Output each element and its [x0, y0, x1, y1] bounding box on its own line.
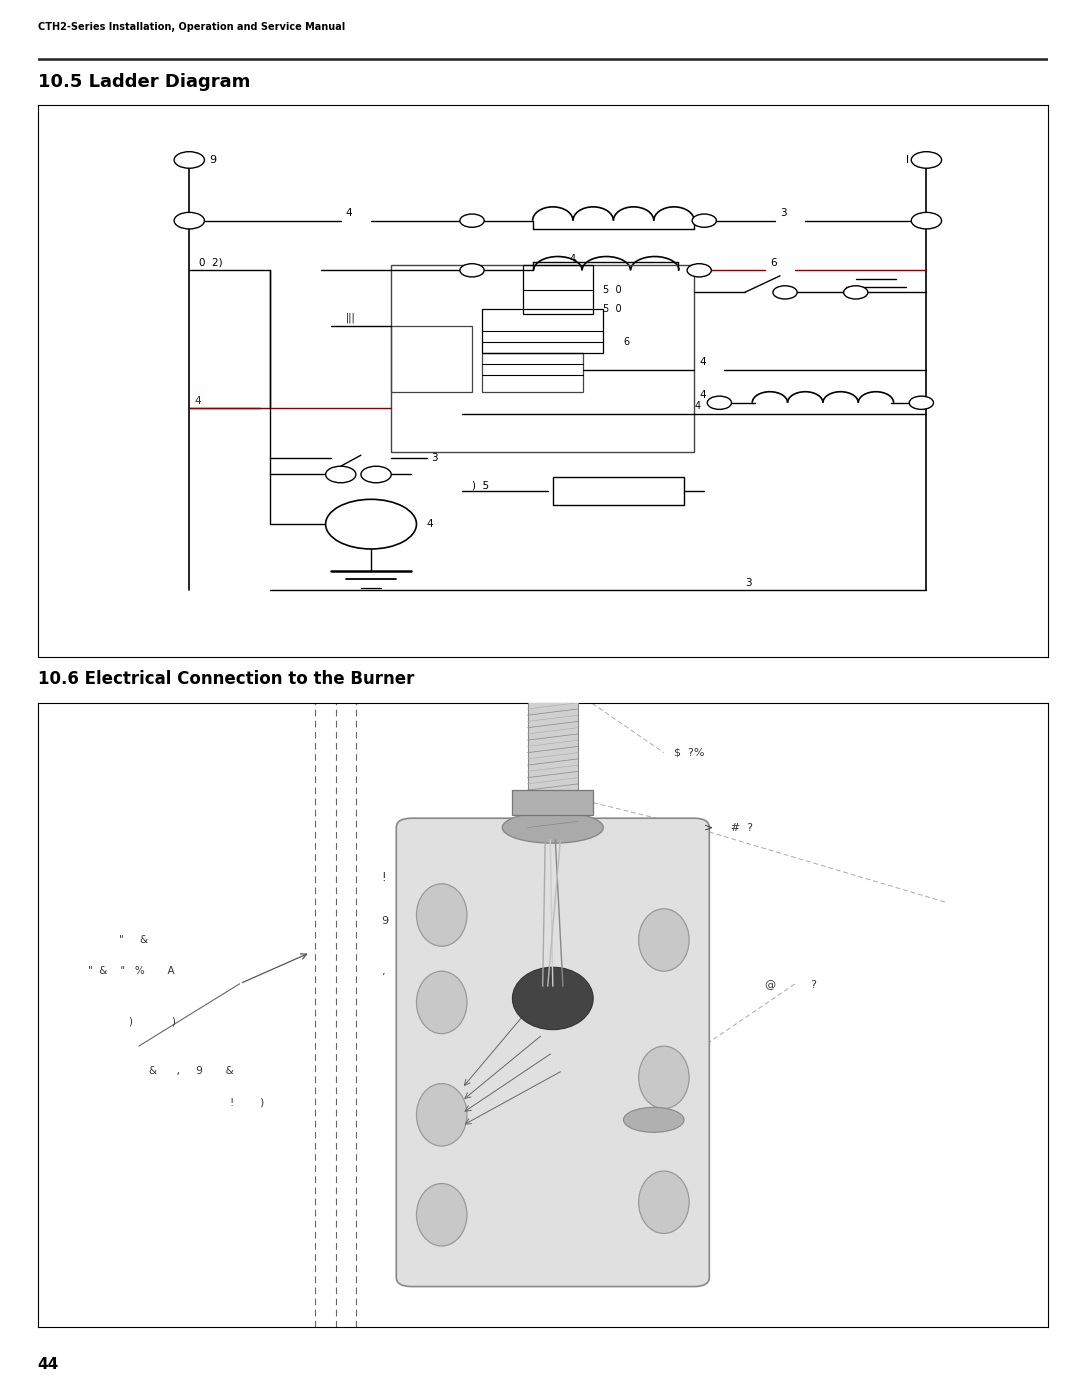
- Text: 3: 3: [432, 453, 438, 462]
- Text: 4: 4: [699, 356, 706, 367]
- Text: 4: 4: [427, 520, 433, 529]
- Text: l: l: [906, 155, 909, 165]
- Text: 0  2): 0 2): [200, 257, 222, 268]
- Circle shape: [325, 499, 417, 549]
- FancyBboxPatch shape: [396, 819, 710, 1287]
- Circle shape: [687, 264, 712, 277]
- Text: "  &    "   %       A: " & " % A: [89, 967, 175, 977]
- Text: 4: 4: [570, 254, 576, 264]
- Ellipse shape: [638, 1046, 689, 1109]
- Bar: [553, 478, 684, 504]
- Bar: [391, 265, 694, 453]
- Circle shape: [707, 397, 731, 409]
- Circle shape: [843, 286, 868, 299]
- Ellipse shape: [417, 1084, 467, 1146]
- Text: !        ): ! ): [230, 1098, 264, 1108]
- Bar: [482, 309, 604, 353]
- Text: 4: 4: [694, 401, 700, 411]
- Circle shape: [460, 214, 484, 228]
- Text: 9: 9: [210, 155, 217, 165]
- Text: 3: 3: [780, 208, 786, 218]
- Bar: [482, 353, 583, 391]
- Ellipse shape: [417, 971, 467, 1034]
- Ellipse shape: [417, 1183, 467, 1246]
- Text: &      ,     9       &: & , 9 &: [149, 1066, 233, 1076]
- Circle shape: [912, 212, 942, 229]
- Text: 5  0: 5 0: [604, 305, 622, 314]
- Text: |||: |||: [346, 313, 355, 323]
- Circle shape: [692, 214, 716, 228]
- Ellipse shape: [623, 1108, 684, 1133]
- Text: 6: 6: [770, 257, 777, 268]
- Ellipse shape: [512, 967, 593, 1030]
- Circle shape: [460, 264, 484, 277]
- Circle shape: [325, 467, 356, 483]
- Ellipse shape: [417, 884, 467, 946]
- Text: 5  0: 5 0: [604, 285, 622, 295]
- Ellipse shape: [502, 812, 604, 844]
- Text: 4: 4: [699, 390, 706, 400]
- Text: 6: 6: [623, 337, 630, 346]
- Text: 10.6 Electrical Connection to the Burner: 10.6 Electrical Connection to the Burner: [38, 671, 414, 687]
- Text: !: !: [381, 872, 386, 884]
- Text: 44: 44: [38, 1358, 59, 1372]
- Text: >     #  ?: > # ?: [704, 823, 753, 833]
- Circle shape: [909, 397, 933, 409]
- Circle shape: [912, 152, 942, 168]
- Ellipse shape: [638, 909, 689, 971]
- Text: @          ?: @ ?: [765, 979, 816, 989]
- Ellipse shape: [638, 1171, 689, 1234]
- Text: "     &: " &: [119, 935, 148, 944]
- Bar: [527, 685, 578, 840]
- Bar: [523, 265, 593, 314]
- Text: 10.5 Ladder Diagram: 10.5 Ladder Diagram: [38, 74, 251, 91]
- Circle shape: [773, 286, 797, 299]
- Bar: [512, 791, 593, 814]
- Circle shape: [174, 152, 204, 168]
- Circle shape: [361, 467, 391, 483]
- Text: ’: ’: [381, 972, 384, 982]
- Text: )            ): ) ): [129, 1016, 176, 1027]
- Text: 4: 4: [346, 208, 352, 218]
- Text: )  5: ) 5: [472, 481, 489, 490]
- Circle shape: [174, 212, 204, 229]
- Text: CTH2-Series Installation, Operation and Service Manual: CTH2-Series Installation, Operation and …: [38, 21, 345, 32]
- Text: 3: 3: [745, 577, 752, 588]
- Text: 9: 9: [381, 916, 388, 926]
- Bar: [391, 326, 472, 391]
- Text: $  ?%: $ ?%: [674, 747, 704, 757]
- Text: 4: 4: [194, 395, 201, 405]
